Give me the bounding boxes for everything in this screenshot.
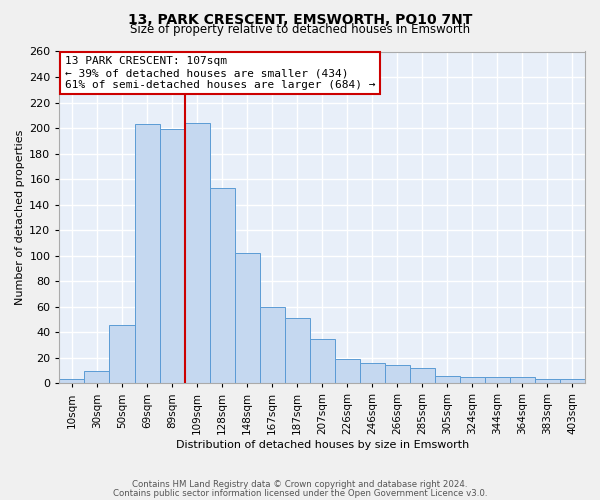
Bar bbox=[260, 306, 284, 384]
Bar bbox=[284, 318, 310, 384]
Bar bbox=[85, 370, 109, 384]
Bar bbox=[510, 377, 535, 384]
Bar bbox=[235, 253, 260, 384]
Bar bbox=[59, 380, 85, 384]
Bar bbox=[335, 359, 360, 384]
Bar bbox=[109, 324, 134, 384]
Bar bbox=[310, 338, 335, 384]
Bar bbox=[209, 188, 235, 384]
Bar bbox=[385, 366, 410, 384]
Bar bbox=[460, 377, 485, 384]
Bar bbox=[485, 377, 510, 384]
Text: 13 PARK CRESCENT: 107sqm
← 39% of detached houses are smaller (434)
61% of semi-: 13 PARK CRESCENT: 107sqm ← 39% of detach… bbox=[65, 56, 375, 90]
Text: Contains HM Land Registry data © Crown copyright and database right 2024.: Contains HM Land Registry data © Crown c… bbox=[132, 480, 468, 489]
Bar bbox=[435, 376, 460, 384]
Bar bbox=[185, 123, 209, 384]
Text: Size of property relative to detached houses in Emsworth: Size of property relative to detached ho… bbox=[130, 22, 470, 36]
Bar bbox=[410, 368, 435, 384]
Text: Contains public sector information licensed under the Open Government Licence v3: Contains public sector information licen… bbox=[113, 488, 487, 498]
Bar bbox=[360, 363, 385, 384]
Bar bbox=[560, 380, 585, 384]
Bar bbox=[134, 124, 160, 384]
Y-axis label: Number of detached properties: Number of detached properties bbox=[15, 130, 25, 305]
Bar bbox=[535, 380, 560, 384]
X-axis label: Distribution of detached houses by size in Emsworth: Distribution of detached houses by size … bbox=[176, 440, 469, 450]
Text: 13, PARK CRESCENT, EMSWORTH, PO10 7NT: 13, PARK CRESCENT, EMSWORTH, PO10 7NT bbox=[128, 12, 472, 26]
Bar bbox=[160, 130, 185, 384]
